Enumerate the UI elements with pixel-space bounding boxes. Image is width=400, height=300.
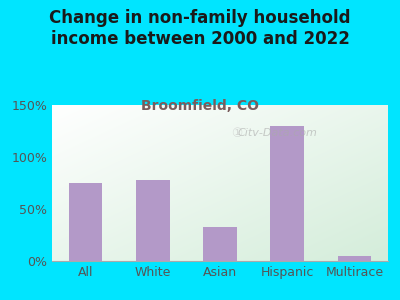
Bar — [69, 183, 102, 261]
Text: ①: ① — [231, 127, 242, 140]
Bar — [338, 256, 371, 261]
Text: Citv-Data.com: Citv-Data.com — [237, 128, 317, 138]
Bar — [136, 180, 170, 261]
Bar — [203, 227, 237, 261]
Text: Broomfield, CO: Broomfield, CO — [141, 99, 259, 113]
Text: Change in non-family household
income between 2000 and 2022: Change in non-family household income be… — [49, 9, 351, 48]
Bar — [270, 126, 304, 261]
